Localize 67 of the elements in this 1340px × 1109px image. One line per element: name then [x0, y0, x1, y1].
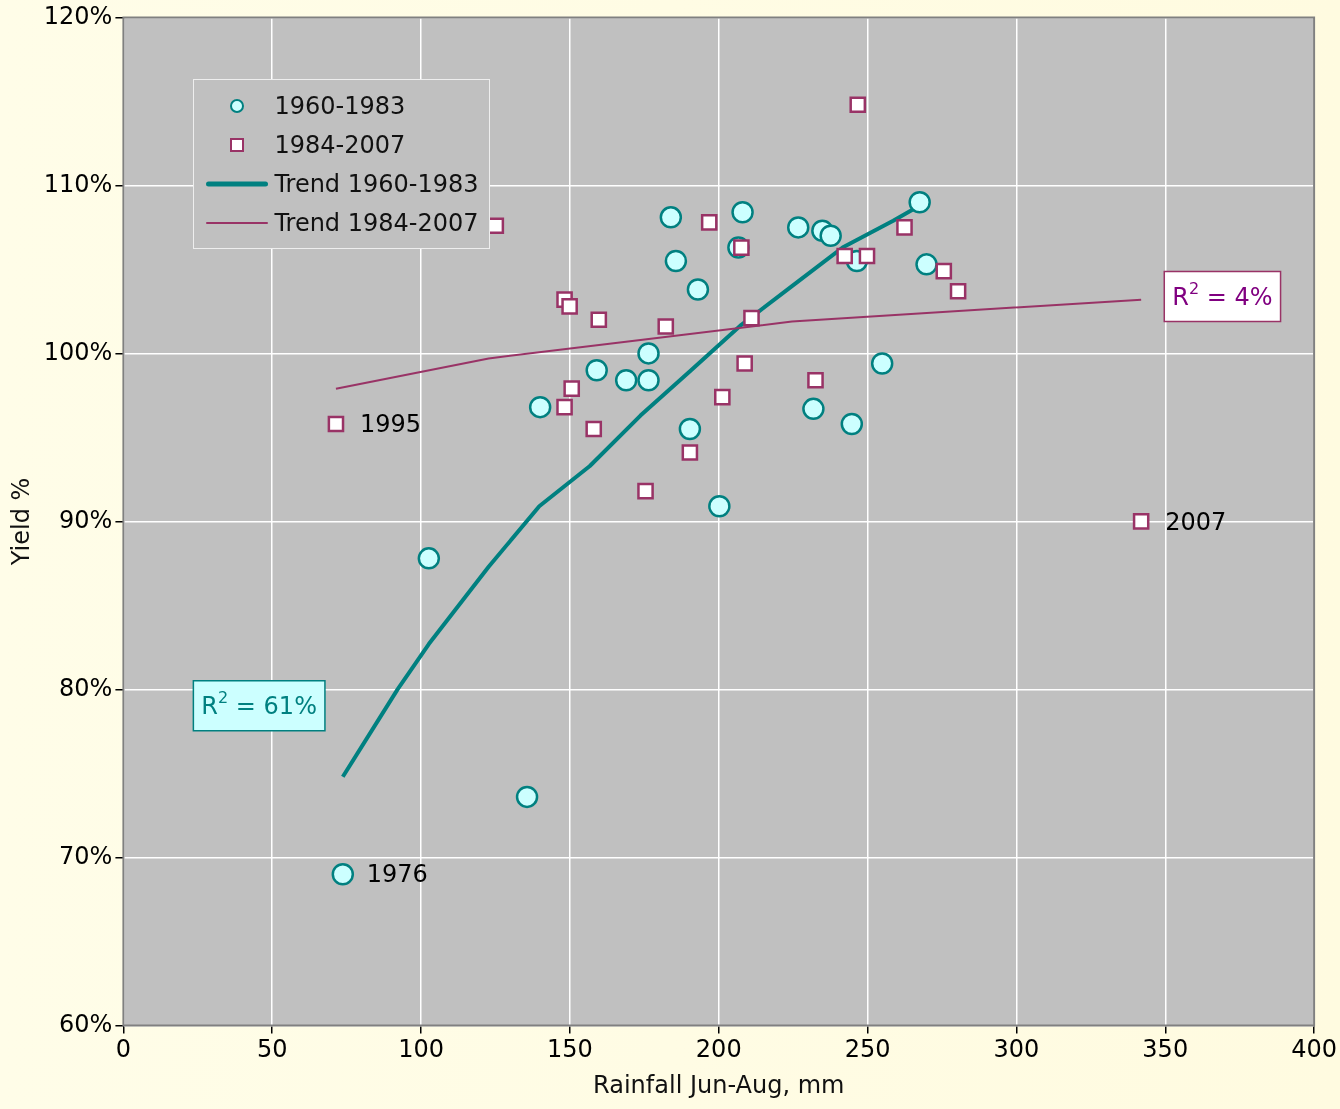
point	[870, 352, 894, 375]
point	[708, 495, 731, 518]
point	[840, 412, 864, 436]
point	[637, 369, 660, 392]
point	[681, 444, 699, 461]
point	[664, 249, 688, 273]
annotation: 1976	[366, 860, 428, 889]
point	[563, 380, 581, 397]
y-tick-label: 120%	[43, 1, 113, 30]
point	[802, 397, 825, 421]
point	[327, 415, 345, 433]
point	[678, 417, 702, 441]
legend-label: Trend 1984-2007	[274, 208, 479, 237]
point	[807, 371, 824, 389]
x-tick-label: 50	[256, 1035, 288, 1064]
point	[908, 190, 931, 214]
point	[637, 482, 654, 500]
point	[515, 785, 539, 809]
point	[1132, 513, 1150, 530]
y-tick-label: 80%	[59, 673, 113, 702]
x-tick-label: 250	[844, 1035, 891, 1064]
point	[659, 206, 683, 229]
legend-label: Trend 1960-1983	[274, 169, 479, 198]
annotation: 2007	[1165, 507, 1227, 536]
y-tick-label: 110%	[43, 169, 113, 198]
point	[590, 311, 608, 329]
point	[700, 214, 718, 231]
point	[561, 298, 578, 315]
y-tick-label: 100%	[43, 337, 113, 366]
x-tick-label: 350	[1142, 1035, 1189, 1064]
point	[736, 355, 753, 372]
point	[637, 342, 660, 365]
point	[657, 318, 675, 335]
point	[714, 388, 731, 406]
point	[331, 862, 355, 886]
point	[731, 201, 754, 224]
legend-label: 1984-2007	[274, 130, 406, 159]
point	[849, 96, 867, 114]
x-tick-label: 0	[115, 1035, 132, 1064]
point	[556, 398, 573, 416]
point	[417, 547, 441, 570]
x-tick-label: 150	[547, 1035, 593, 1064]
point	[585, 420, 603, 438]
point	[896, 219, 913, 236]
y-axis-title: Yield %	[6, 477, 35, 567]
point	[614, 369, 638, 392]
y-tick-label: 60%	[59, 1009, 113, 1038]
x-tick-label: 400	[1291, 1035, 1337, 1064]
point	[915, 253, 938, 276]
x-tick-label: 100	[398, 1035, 444, 1064]
y-tick-label: 90%	[59, 505, 113, 534]
annotation: 1995	[359, 410, 422, 439]
point	[743, 309, 760, 327]
x-tick-label: 300	[993, 1035, 1040, 1064]
point	[935, 262, 953, 280]
x-tick-label: 200	[695, 1035, 742, 1064]
point	[585, 358, 608, 382]
x-axis-title: Rainfall Jun-Aug, mm	[593, 1070, 845, 1099]
point	[819, 224, 842, 248]
legend-label: 1960-1983	[274, 91, 406, 120]
point	[528, 395, 552, 419]
point	[786, 216, 810, 239]
point	[858, 247, 876, 265]
point	[949, 282, 967, 300]
point	[836, 247, 853, 265]
point	[686, 278, 710, 301]
y-tick-label: 70%	[59, 841, 113, 870]
